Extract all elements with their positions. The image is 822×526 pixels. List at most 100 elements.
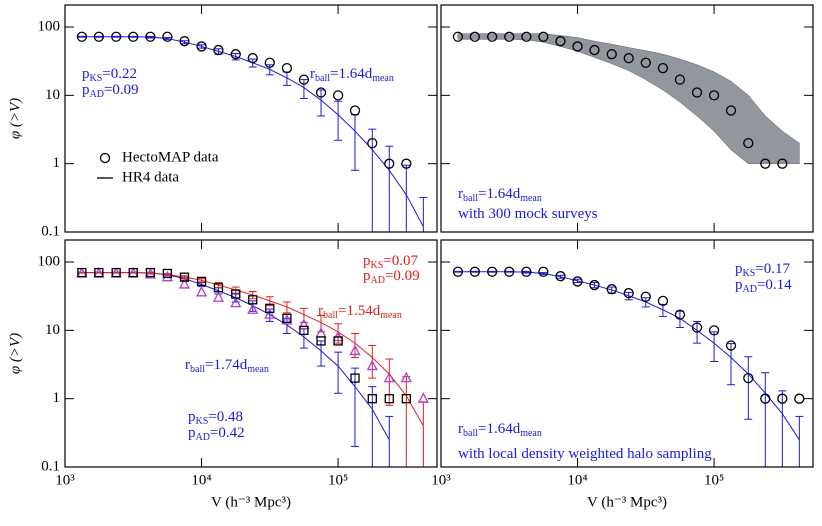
subscript: mean	[247, 364, 269, 375]
annotation: with 300 mock surveys	[458, 206, 598, 222]
data-point	[623, 53, 634, 64]
data-point	[743, 372, 754, 384]
data-point	[384, 158, 395, 169]
annotation: pKS=0.07	[363, 253, 419, 271]
data-point	[111, 31, 122, 42]
data-point	[366, 359, 378, 371]
annotation-part: p	[735, 277, 743, 293]
data-point	[281, 313, 293, 325]
data-point	[281, 63, 293, 74]
annotation-part: p	[188, 425, 196, 441]
data-point	[367, 137, 378, 149]
data-point	[94, 267, 104, 278]
subscript: mean	[380, 310, 402, 321]
data-point	[93, 31, 105, 42]
data-point	[247, 303, 259, 314]
data-point	[162, 31, 173, 42]
data-point	[572, 276, 583, 287]
data-point	[777, 158, 788, 169]
x-axis-label: V (h⁻³ Mpc³)	[587, 494, 667, 510]
annotation: pAD=0.14	[735, 277, 792, 295]
annotation-part: =0.48	[208, 409, 243, 425]
subscript: mean	[520, 428, 542, 439]
data-point	[691, 87, 703, 98]
y-axis-label: φ (>V)	[7, 333, 23, 374]
y-tick-label: 100	[38, 18, 61, 34]
data-point	[128, 267, 138, 278]
data-point	[725, 340, 737, 351]
subscript: KS	[90, 73, 103, 84]
data-point	[487, 266, 498, 277]
data-point	[77, 267, 87, 278]
annotation: rball=1.64dmean	[310, 66, 394, 84]
data-point	[674, 74, 686, 85]
legend-label: HR4 data	[122, 169, 179, 185]
data-point	[417, 392, 429, 403]
data-point	[606, 49, 617, 60]
annotation-part: p	[82, 66, 90, 82]
annotation-part: =1.54d	[338, 303, 381, 319]
data-point	[349, 105, 361, 116]
y-tick-label: 0.1	[41, 458, 60, 474]
x-tick-label: 10³	[55, 472, 75, 488]
data-point	[178, 278, 191, 289]
annotation: rball=1.64dmean	[458, 421, 542, 439]
data-point	[623, 288, 634, 299]
y-tick-label: 100	[38, 253, 61, 269]
data-point	[213, 283, 224, 293]
subscript: mean	[372, 73, 394, 84]
annotation-part: with 300 mock surveys	[458, 206, 598, 222]
annotation-part: =0.42	[210, 425, 245, 441]
data-point	[161, 270, 173, 282]
data-point	[794, 393, 805, 404]
panel-frame	[440, 239, 814, 468]
data-point	[383, 371, 395, 383]
mock-band	[457, 33, 800, 164]
data-point	[264, 57, 275, 68]
data-point	[640, 291, 651, 302]
data-point	[589, 279, 600, 291]
data-point	[213, 44, 224, 56]
plot-area	[452, 266, 805, 467]
annotation: rball=1.64dmean	[458, 186, 542, 204]
data-point	[128, 31, 139, 42]
data-point	[606, 284, 617, 295]
annotation-part: =0.22	[102, 66, 137, 82]
annotation-part: p	[82, 82, 90, 98]
annotation-part: =1.64d	[330, 66, 373, 82]
data-point	[538, 31, 549, 42]
data-point	[538, 266, 549, 277]
data-point	[298, 74, 310, 85]
data-point	[212, 291, 225, 302]
subscript: AD	[371, 275, 385, 286]
annotation-part: p	[363, 268, 371, 284]
data-point	[111, 267, 121, 278]
data-point	[452, 31, 464, 42]
data-point	[332, 90, 344, 101]
data-point	[179, 272, 190, 282]
data-point	[264, 308, 276, 319]
data-point	[298, 318, 310, 330]
data-point	[777, 393, 788, 404]
data-point	[333, 336, 343, 346]
data-point	[230, 296, 242, 308]
legend-marker	[99, 152, 111, 164]
annotation-part: p	[363, 253, 371, 269]
data-point	[640, 57, 651, 68]
x-tick-label: 10⁵	[704, 472, 724, 488]
data-point	[196, 276, 207, 287]
annotation: rball=1.74dmean	[185, 357, 269, 375]
plot-area	[452, 31, 800, 169]
data-point	[196, 41, 207, 52]
data-point	[555, 271, 566, 282]
annotation-part: r	[310, 66, 315, 82]
data-point	[691, 322, 703, 333]
y-tick-label: 1	[53, 390, 61, 406]
annotation-part: p	[188, 409, 196, 425]
subscript: ball	[315, 73, 330, 84]
data-point	[231, 289, 241, 299]
data-point	[555, 36, 566, 47]
x-tick-label: 10⁴	[567, 472, 587, 488]
data-point	[179, 36, 190, 47]
data-point	[725, 105, 737, 116]
